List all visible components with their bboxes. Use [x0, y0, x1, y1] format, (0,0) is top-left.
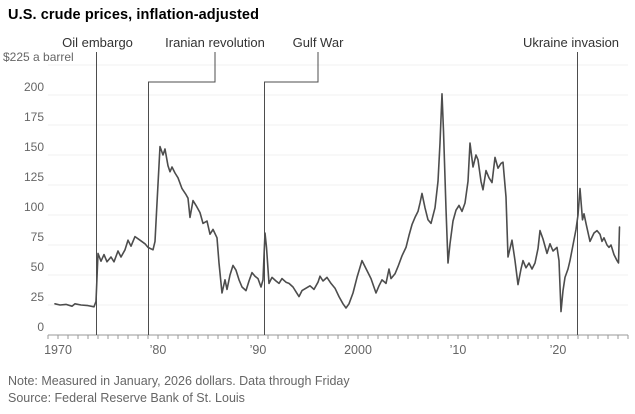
annotation-label: Ukraine invasion: [523, 35, 619, 50]
y-axis-tick-label: 125: [24, 170, 44, 184]
x-axis-tick-label: ’10: [450, 343, 467, 357]
price-line: [54, 93, 621, 313]
y-axis-tick-label: 150: [24, 140, 44, 154]
x-axis-tick-label: ’80: [150, 343, 167, 357]
y-axis-tick-label: 200: [24, 80, 44, 94]
chart-footnotes: Note: Measured in January, 2026 dollars.…: [8, 373, 350, 407]
annotation-label: Oil embargo: [62, 35, 133, 50]
annotation-label: Iranian revolution: [165, 35, 265, 50]
source-text: Source: Federal Reserve Bank of St. Loui…: [8, 391, 245, 405]
y-axis-tick-label: 25: [31, 290, 45, 304]
annotation-line: [148, 52, 216, 335]
note-text: Note: Measured in January, 2026 dollars.…: [8, 374, 350, 388]
y-axis-tick-label: 75: [31, 230, 45, 244]
y-axis-tick-label: 50: [31, 260, 45, 274]
x-axis-tick-label: 2000: [344, 343, 372, 357]
y-axis-unit-label: $225 a barrel: [3, 50, 74, 64]
annotation-line: [264, 52, 319, 335]
y-axis-tick-label: 175: [24, 110, 44, 124]
y-axis-tick-label: 100: [24, 200, 44, 214]
chart-title: U.S. crude prices, inflation-adjusted: [8, 7, 260, 23]
y-axis-tick-label: 0: [37, 320, 44, 334]
annotation-label: Gulf War: [293, 35, 344, 50]
x-axis-tick-label: ’90: [250, 343, 267, 357]
x-axis-tick-label: 1970: [44, 343, 72, 357]
x-axis-tick-label: ’20: [550, 343, 567, 357]
